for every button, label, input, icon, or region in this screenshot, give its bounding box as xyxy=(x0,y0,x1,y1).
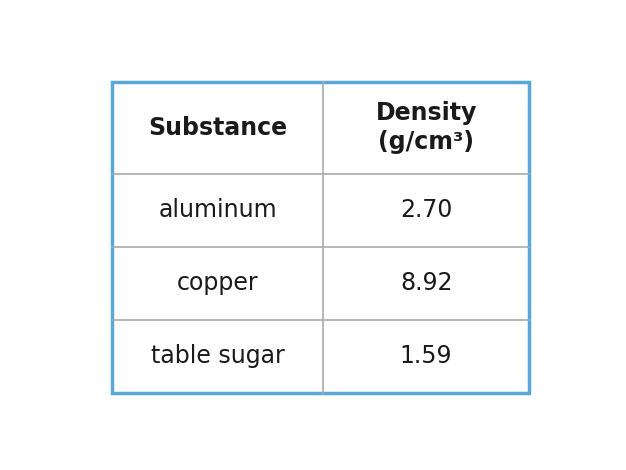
Text: Density
(g/cm³): Density (g/cm³) xyxy=(376,101,477,154)
Bar xyxy=(112,82,530,393)
Text: Substance: Substance xyxy=(148,116,287,140)
Text: 1.59: 1.59 xyxy=(400,345,453,368)
Text: copper: copper xyxy=(177,271,259,295)
Text: aluminum: aluminum xyxy=(158,198,277,222)
Text: 2.70: 2.70 xyxy=(400,198,453,222)
Text: table sugar: table sugar xyxy=(151,345,284,368)
Text: 8.92: 8.92 xyxy=(400,271,453,295)
